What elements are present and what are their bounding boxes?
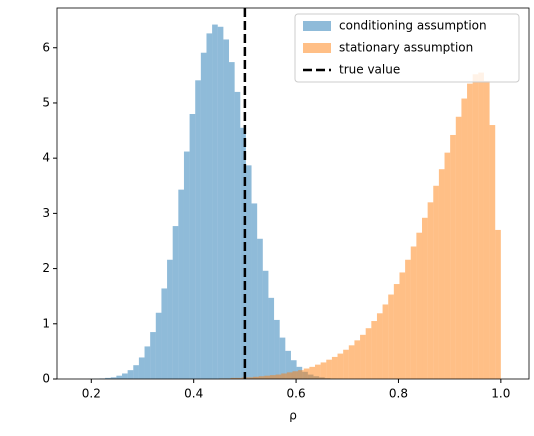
histogram-bar [133, 365, 139, 379]
legend-label: stationary assumption [339, 41, 473, 55]
histogram-bar [178, 190, 184, 379]
y-tick-label: 3 [42, 206, 50, 220]
histogram-bar [195, 80, 201, 379]
histogram-bar [473, 74, 479, 379]
histogram-bar [405, 260, 411, 379]
histogram-bar [338, 354, 344, 379]
histogram-bar [150, 332, 156, 379]
histogram-bar [298, 370, 304, 379]
legend-label: conditioning assumption [339, 19, 487, 33]
histogram-bar [218, 27, 224, 379]
histogram-bar [229, 62, 235, 379]
histogram-bar [456, 117, 462, 379]
x-tick-label: 0.8 [389, 387, 408, 401]
histogram-bar [235, 92, 241, 379]
histogram-bar [264, 376, 270, 379]
histogram-bar [377, 313, 383, 379]
histogram-bar [276, 375, 282, 379]
histogram-bar [416, 233, 422, 379]
legend-swatch [303, 21, 331, 31]
histogram-bar [270, 375, 276, 379]
histogram-bar [461, 99, 467, 379]
histogram-bar [263, 271, 269, 379]
x-tick-label: 0.4 [184, 387, 203, 401]
histogram-bar [343, 350, 349, 379]
histogram-bar [360, 335, 366, 379]
histogram-bar [445, 153, 451, 379]
histogram-bar [156, 313, 162, 379]
histogram-bar [467, 84, 473, 379]
histogram-bar [252, 203, 258, 379]
histogram-bar [145, 346, 151, 379]
histogram-bar [223, 39, 229, 379]
histogram-bar [128, 370, 134, 379]
histogram-bar [139, 357, 145, 379]
y-tick-label: 4 [42, 151, 50, 165]
histogram-bar [257, 239, 263, 379]
histogram-bar [274, 320, 280, 379]
histogram-bar [173, 226, 179, 379]
histogram-bar [428, 202, 434, 379]
histogram-bar [304, 369, 310, 379]
x-tick-label: 1.0 [491, 387, 510, 401]
histogram-bar [321, 362, 327, 379]
histogram-bar [388, 295, 394, 379]
histogram-bar [206, 33, 212, 379]
histogram-bar [315, 365, 321, 379]
histogram-bar [349, 345, 355, 379]
histogram-bar [287, 372, 293, 379]
histogram-bar [167, 260, 173, 379]
histogram-bar [326, 360, 332, 379]
histogram-bar [354, 340, 360, 379]
histogram-bar [184, 152, 190, 379]
y-tick-label: 5 [42, 95, 50, 109]
histogram-bar [212, 25, 218, 379]
histogram-bar [411, 247, 417, 380]
histogram-bar [484, 81, 490, 379]
histogram-bar [161, 288, 167, 379]
histogram-bar [439, 169, 445, 379]
histogram-bar [399, 272, 405, 379]
y-tick-label: 0 [42, 372, 50, 386]
histogram-bar [394, 284, 400, 379]
histogram-bar [450, 135, 456, 379]
y-tick-label: 1 [42, 316, 50, 330]
histogram-bar [383, 304, 389, 379]
histogram-bar [201, 53, 207, 379]
histogram-bar [116, 376, 122, 379]
histogram-bar [309, 367, 315, 379]
histogram-bar [292, 371, 298, 379]
x-tick-label: 0.2 [82, 387, 101, 401]
histogram-bar [478, 73, 484, 379]
y-tick-label: 6 [42, 40, 50, 54]
y-tick-label: 2 [42, 261, 50, 275]
histogram-bar [246, 165, 252, 379]
x-axis-label: ρ [289, 409, 297, 423]
histogram-bar [268, 298, 274, 379]
histogram-bar [281, 373, 287, 379]
legend-swatch [303, 43, 331, 53]
histogram-bar [259, 376, 265, 379]
histogram-bar [122, 373, 128, 379]
x-tick-label: 0.6 [287, 387, 306, 401]
histogram-bar [495, 230, 501, 379]
histogram-bar [190, 114, 196, 379]
histogram-bar [332, 357, 338, 379]
legend-label: true value [339, 63, 400, 77]
histogram-bar [366, 328, 372, 379]
histogram-bar [433, 186, 439, 379]
histogram-bar [490, 125, 496, 379]
histogram-bar [280, 338, 286, 379]
histogram-bar [371, 321, 377, 379]
histogram-bar [422, 218, 428, 379]
